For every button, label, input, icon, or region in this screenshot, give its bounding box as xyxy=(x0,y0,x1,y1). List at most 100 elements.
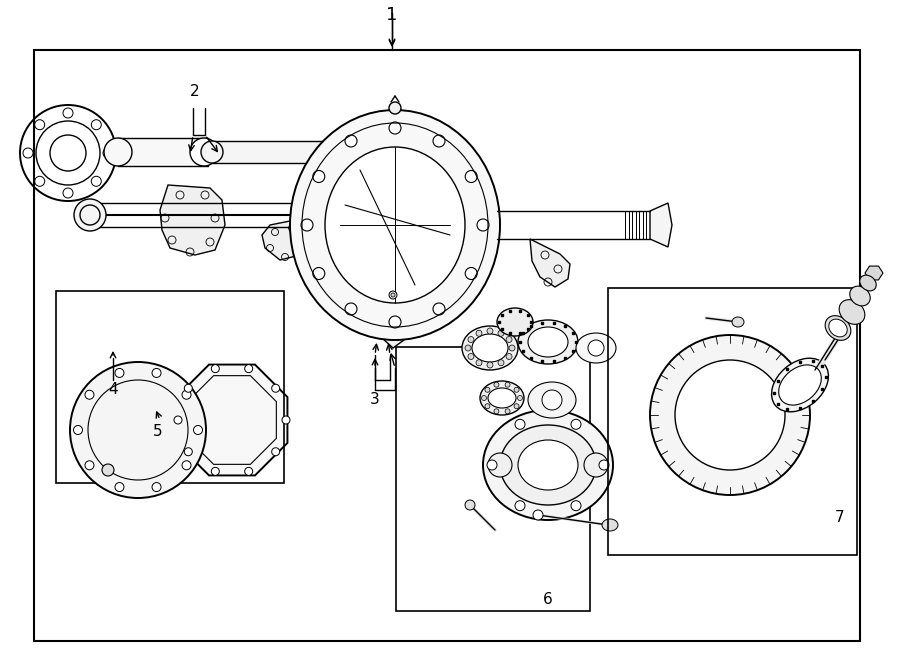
Ellipse shape xyxy=(675,360,785,470)
Circle shape xyxy=(152,368,161,377)
Circle shape xyxy=(465,268,477,280)
Circle shape xyxy=(245,365,253,373)
Ellipse shape xyxy=(70,362,206,498)
Ellipse shape xyxy=(518,440,578,490)
Circle shape xyxy=(389,316,401,328)
Circle shape xyxy=(514,387,519,392)
Circle shape xyxy=(515,500,525,511)
Circle shape xyxy=(477,219,489,231)
Ellipse shape xyxy=(528,382,576,418)
Ellipse shape xyxy=(732,317,744,327)
Circle shape xyxy=(102,464,114,476)
Ellipse shape xyxy=(602,519,618,531)
Circle shape xyxy=(115,368,124,377)
Circle shape xyxy=(80,205,100,225)
Circle shape xyxy=(115,483,124,492)
Circle shape xyxy=(465,171,477,182)
Ellipse shape xyxy=(325,147,465,303)
Circle shape xyxy=(571,419,581,429)
Circle shape xyxy=(485,404,490,408)
Polygon shape xyxy=(110,395,168,465)
Circle shape xyxy=(337,141,359,163)
Ellipse shape xyxy=(518,320,578,364)
Circle shape xyxy=(245,467,253,475)
Circle shape xyxy=(345,303,357,315)
Circle shape xyxy=(391,293,395,297)
Ellipse shape xyxy=(576,333,616,363)
Ellipse shape xyxy=(500,425,596,505)
Ellipse shape xyxy=(825,316,850,340)
Ellipse shape xyxy=(480,381,524,415)
Circle shape xyxy=(584,453,608,477)
Circle shape xyxy=(506,336,512,342)
Polygon shape xyxy=(530,239,570,287)
Circle shape xyxy=(487,328,493,334)
Circle shape xyxy=(498,330,504,336)
Circle shape xyxy=(505,408,510,414)
Ellipse shape xyxy=(488,388,516,408)
Circle shape xyxy=(476,330,482,336)
Polygon shape xyxy=(262,220,305,260)
Circle shape xyxy=(313,171,325,182)
Polygon shape xyxy=(160,185,225,255)
Circle shape xyxy=(506,354,512,360)
Text: 3: 3 xyxy=(370,393,380,407)
Ellipse shape xyxy=(472,334,508,362)
Circle shape xyxy=(498,360,504,366)
Circle shape xyxy=(152,483,161,492)
Bar xyxy=(396,347,590,611)
Circle shape xyxy=(487,460,497,470)
Circle shape xyxy=(433,135,445,147)
Circle shape xyxy=(476,360,482,366)
Circle shape xyxy=(389,102,401,114)
Circle shape xyxy=(389,291,397,299)
Circle shape xyxy=(482,395,487,401)
Bar xyxy=(34,50,860,641)
Circle shape xyxy=(588,340,604,356)
Text: 7: 7 xyxy=(835,510,845,525)
Circle shape xyxy=(272,447,280,455)
Ellipse shape xyxy=(528,327,568,357)
Circle shape xyxy=(518,395,523,401)
Circle shape xyxy=(301,219,313,231)
Circle shape xyxy=(74,426,83,434)
Circle shape xyxy=(485,387,490,392)
Bar xyxy=(118,138,208,166)
Ellipse shape xyxy=(829,319,847,337)
Circle shape xyxy=(468,336,474,342)
Circle shape xyxy=(272,384,280,392)
Circle shape xyxy=(505,382,510,387)
Polygon shape xyxy=(650,203,672,247)
Circle shape xyxy=(389,122,401,134)
Ellipse shape xyxy=(778,365,822,405)
Text: 2: 2 xyxy=(190,85,200,100)
Circle shape xyxy=(433,303,445,315)
Circle shape xyxy=(184,447,193,455)
Circle shape xyxy=(487,362,493,368)
Ellipse shape xyxy=(462,326,518,370)
Circle shape xyxy=(468,354,474,360)
Circle shape xyxy=(514,404,519,408)
Circle shape xyxy=(190,138,218,166)
Circle shape xyxy=(104,138,132,166)
Text: 5: 5 xyxy=(153,424,163,440)
Circle shape xyxy=(313,268,325,280)
Polygon shape xyxy=(176,365,287,475)
Circle shape xyxy=(494,408,499,414)
Circle shape xyxy=(345,135,357,147)
Ellipse shape xyxy=(850,286,870,306)
Circle shape xyxy=(184,384,193,392)
Circle shape xyxy=(465,345,471,351)
Circle shape xyxy=(182,390,191,399)
Circle shape xyxy=(85,390,94,399)
Ellipse shape xyxy=(771,358,828,412)
Ellipse shape xyxy=(650,335,810,495)
Circle shape xyxy=(509,345,515,351)
Text: 6: 6 xyxy=(543,592,553,607)
Text: 4: 4 xyxy=(108,383,118,397)
Ellipse shape xyxy=(839,299,865,325)
Circle shape xyxy=(533,510,543,520)
Circle shape xyxy=(599,460,609,470)
Circle shape xyxy=(494,382,499,387)
Circle shape xyxy=(571,500,581,511)
